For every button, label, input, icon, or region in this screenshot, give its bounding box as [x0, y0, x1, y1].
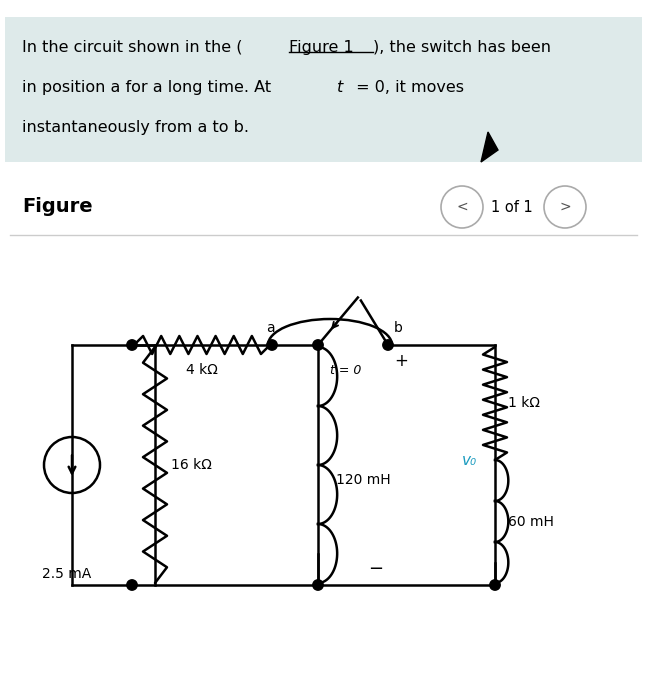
- Circle shape: [313, 340, 324, 350]
- Text: b: b: [393, 321, 402, 335]
- Text: <: <: [456, 200, 468, 214]
- Text: in position a for a long time. At: in position a for a long time. At: [22, 80, 276, 95]
- Text: ), the switch has been: ), the switch has been: [373, 40, 551, 55]
- Text: v₀: v₀: [462, 452, 477, 468]
- Text: = 0, it moves: = 0, it moves: [351, 80, 464, 95]
- Text: 120 mH: 120 mH: [336, 473, 391, 487]
- Circle shape: [383, 340, 393, 350]
- Text: >: >: [559, 200, 571, 214]
- Circle shape: [267, 340, 277, 350]
- Text: 60 mH: 60 mH: [508, 515, 554, 529]
- Text: Figure: Figure: [22, 197, 93, 216]
- Text: In the circuit shown in the (: In the circuit shown in the (: [22, 40, 243, 55]
- Text: 1 of 1: 1 of 1: [491, 199, 533, 214]
- Text: instantaneously from a to b.: instantaneously from a to b.: [22, 120, 249, 135]
- Circle shape: [490, 580, 500, 590]
- Circle shape: [313, 580, 324, 590]
- Text: a: a: [266, 321, 274, 335]
- Text: Figure 1: Figure 1: [289, 40, 354, 55]
- Text: −: −: [368, 560, 384, 578]
- Text: 4 kΩ: 4 kΩ: [186, 363, 218, 377]
- Text: t = 0: t = 0: [330, 363, 362, 377]
- Text: 16 kΩ: 16 kΩ: [171, 458, 212, 472]
- Polygon shape: [481, 132, 498, 162]
- FancyBboxPatch shape: [5, 17, 642, 162]
- Text: 2.5 mA: 2.5 mA: [42, 567, 92, 581]
- Text: 1 kΩ: 1 kΩ: [508, 395, 540, 409]
- Circle shape: [127, 580, 137, 590]
- Text: +: +: [394, 352, 408, 370]
- Circle shape: [127, 340, 137, 350]
- Text: t: t: [337, 80, 344, 95]
